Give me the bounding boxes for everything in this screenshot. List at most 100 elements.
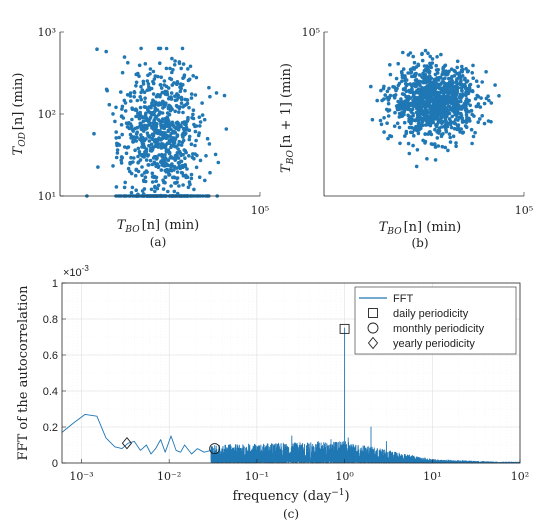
scatter-point: [192, 122, 196, 127]
scatter-point: [410, 84, 414, 88]
scatter-point: [140, 141, 145, 146]
scatter-point: [122, 98, 127, 103]
scatter-point: [172, 175, 176, 179]
scatter-point: [451, 134, 456, 139]
scatter-point: [397, 102, 402, 106]
scatter-point: [202, 117, 207, 122]
scatter-point: [386, 114, 391, 118]
scatter-point: [175, 176, 179, 180]
x-tick-label: 10⁻³: [69, 470, 93, 483]
scatter-point: [177, 139, 182, 144]
scatter-point: [111, 112, 115, 116]
scatter-point: [408, 101, 413, 106]
legend-square-symbol: [368, 308, 378, 318]
scatter-point: [383, 93, 388, 97]
scatter-point: [120, 107, 124, 111]
scatter-point: [175, 170, 180, 174]
scatter-point: [167, 141, 171, 145]
scatter-point: [453, 117, 458, 122]
scatter-point: [387, 86, 391, 91]
scatter-point: [177, 184, 181, 188]
scatter-point: [151, 92, 156, 96]
scatter-point: [115, 148, 120, 152]
scatter-point: [181, 183, 185, 187]
scatter-point: [132, 156, 136, 160]
scatter-point: [411, 74, 415, 79]
scatter-point: [197, 115, 202, 119]
scatter-point: [447, 111, 452, 116]
scatter-point: [414, 164, 419, 169]
scatter-point: [464, 104, 468, 109]
scatter-point: [128, 162, 132, 166]
scatter-point: [183, 88, 187, 93]
scatter-point: [96, 165, 100, 169]
panel-c-markers: [121, 323, 350, 455]
scatter-point: [172, 63, 177, 67]
scatter-point: [139, 97, 143, 102]
circle-marker: [209, 443, 221, 455]
scatter-point: [403, 86, 408, 91]
scatter-point: [146, 73, 150, 78]
scatter-point: [178, 89, 183, 94]
scatter-point: [471, 76, 476, 80]
scatter-point: [443, 89, 447, 93]
scatter-point: [475, 93, 480, 98]
panel-a-label: (a): [150, 235, 167, 249]
scatter-point: [187, 134, 192, 139]
scatter-point: [198, 158, 203, 163]
scatter-point: [451, 120, 456, 124]
scatter-point: [184, 175, 188, 180]
scatter-point: [172, 141, 177, 145]
scatter-point: [180, 121, 185, 125]
scatter-point: [114, 105, 118, 110]
scatter-point: [453, 108, 458, 112]
scatter-point: [455, 65, 460, 70]
scatter-point: [408, 130, 413, 135]
scatter-point: [412, 60, 417, 65]
scatter-point: [448, 122, 453, 127]
scatter-point: [474, 104, 479, 109]
scatter-point: [129, 190, 134, 195]
scatter-point: [446, 104, 451, 108]
scatter-point: [140, 173, 144, 177]
scatter-point: [161, 187, 166, 191]
scatter-point: [434, 79, 438, 84]
panel-b: 10⁵ 10⁵ TBO [n] (min) (b) TBO[n + 1] (min): [279, 26, 533, 250]
scatter-point: [417, 73, 422, 77]
scatter-point: [446, 91, 450, 96]
scatter-point: [182, 75, 186, 79]
scatter-point: [132, 90, 137, 95]
panel-b-ticks: 10⁵ 10⁵: [302, 26, 534, 217]
scatter-point: [181, 138, 186, 143]
scatter-point: [200, 113, 205, 117]
scatter-point: [140, 165, 144, 169]
scatter-point: [438, 95, 443, 99]
scatter-point: [179, 143, 184, 147]
scatter-point: [119, 90, 123, 94]
scatter-point: [425, 157, 429, 161]
scatter-point: [148, 148, 153, 153]
scatter-point: [397, 81, 402, 86]
scatter-point: [147, 139, 152, 143]
scatter-point: [173, 94, 177, 98]
legend-entry-label: daily periodicity: [393, 308, 469, 320]
scatter-point: [134, 188, 138, 192]
panel-b-label: (b): [411, 236, 428, 250]
scatter-point: [172, 189, 177, 194]
scatter-point: [447, 132, 452, 136]
scatter-point: [436, 67, 441, 72]
scatter-point: [117, 135, 121, 140]
scatter-point: [428, 106, 433, 111]
scatter-point: [423, 139, 428, 144]
scatter-point: [441, 65, 446, 70]
scatter-point: [131, 129, 135, 133]
scatter-point: [427, 81, 432, 85]
legend-items: FFT daily periodicity monthly periodicity y…: [359, 293, 485, 350]
scatter-point: [449, 125, 454, 130]
scatter-point: [188, 64, 193, 69]
scatter-point: [205, 136, 210, 141]
scatter-point: [416, 131, 421, 136]
scatter-point: [164, 66, 169, 71]
scatter-point: [452, 85, 457, 90]
scatter-point: [400, 92, 405, 96]
